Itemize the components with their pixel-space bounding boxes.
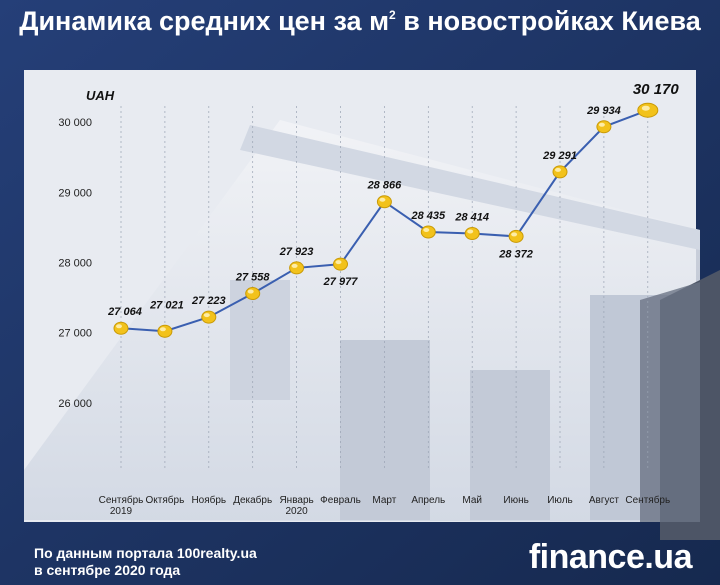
marker-highlight: [467, 229, 474, 234]
x-tick-label: 2020: [285, 506, 308, 517]
marker-highlight: [203, 313, 210, 318]
y-tick-label: 26 000: [58, 398, 92, 410]
y-tick-label: 30 000: [58, 117, 92, 129]
data-value-label: 28 435: [410, 210, 446, 222]
y-tick-label: 28 000: [58, 258, 92, 270]
source-line-2: в сентябре 2020 года: [34, 562, 181, 578]
x-tick-label: Октябрь: [146, 494, 185, 506]
x-tick-label: Февраль: [320, 495, 361, 506]
data-point-marker: [420, 225, 436, 239]
marker-highlight: [641, 105, 650, 111]
data-value-label: 27 558: [235, 272, 271, 284]
marker-highlight: [423, 227, 430, 232]
x-tick-label: Август: [589, 495, 620, 506]
x-tick-label: Сентябрь: [625, 494, 670, 506]
marker-highlight: [598, 122, 605, 127]
data-labels: 27 064 27 021 27 223 27 558 27 923 27 977 28 8…: [107, 81, 679, 318]
x-tick-label: Март: [372, 495, 396, 506]
marker-highlight: [116, 324, 122, 329]
x-tick-label: Сентябрь: [99, 494, 144, 506]
data-value-label: 29 291: [542, 150, 577, 162]
data-point-marker: [552, 165, 568, 179]
marker-highlight: [247, 289, 254, 294]
building-image: [24, 70, 720, 540]
x-tick-label: Апрель: [411, 495, 445, 506]
data-point-marker: [333, 257, 348, 271]
marker-highlight: [291, 263, 298, 268]
data-value-label: 30 170: [633, 81, 680, 98]
source-note: По данным портала 100realty.ua в сентябр…: [34, 545, 257, 579]
y-axis-ticks: 26 000 27 000 28 000 29 000 30 000: [58, 117, 92, 410]
data-point-marker: [464, 226, 480, 240]
x-tick-label: Январь: [279, 495, 313, 506]
data-point-marker: [245, 287, 261, 301]
marker-highlight: [159, 327, 166, 332]
x-tick-label: 2019: [110, 506, 133, 517]
marker-highlight: [379, 197, 386, 202]
x-tick-label: Июль: [547, 495, 573, 506]
x-tick-label: Июнь: [503, 495, 528, 506]
x-tick-label: Декабрь: [233, 494, 272, 506]
data-point-marker: [289, 261, 305, 275]
marker-highlight: [335, 260, 342, 265]
x-tick-label: Май: [462, 495, 482, 506]
data-markers: [113, 102, 659, 338]
x-tick-label: Ноябрь: [191, 494, 226, 506]
data-value-label: 27 923: [279, 246, 314, 258]
data-value-label: 28 414: [454, 211, 489, 223]
y-axis-label: UAH: [86, 88, 115, 103]
chart-title: Динамика средних цен за м2 в новостройка…: [19, 6, 701, 36]
data-point-marker: [113, 321, 129, 335]
data-value-label: 28 866: [367, 180, 403, 192]
data-point-marker: [596, 120, 612, 134]
data-value-label: 27 223: [191, 295, 226, 307]
data-point-marker: [157, 324, 173, 338]
data-value-label: 27 021: [149, 299, 184, 311]
marker-highlight: [511, 232, 518, 237]
y-tick-label: 27 000: [58, 328, 92, 340]
data-value-label: 27 064: [107, 306, 142, 318]
data-value-label: 29 934: [586, 105, 621, 117]
data-point-marker: [508, 229, 524, 243]
data-point-marker: [376, 195, 392, 209]
data-point-marker: [201, 310, 217, 324]
data-value-label: 27 977: [323, 276, 359, 288]
marker-highlight: [555, 167, 561, 172]
data-value-label: 28 372: [498, 248, 533, 260]
y-tick-label: 29 000: [58, 187, 92, 199]
finance-ua-logo: finance.ua: [528, 538, 693, 576]
source-line-1: По данным портала 100realty.ua: [34, 545, 257, 561]
